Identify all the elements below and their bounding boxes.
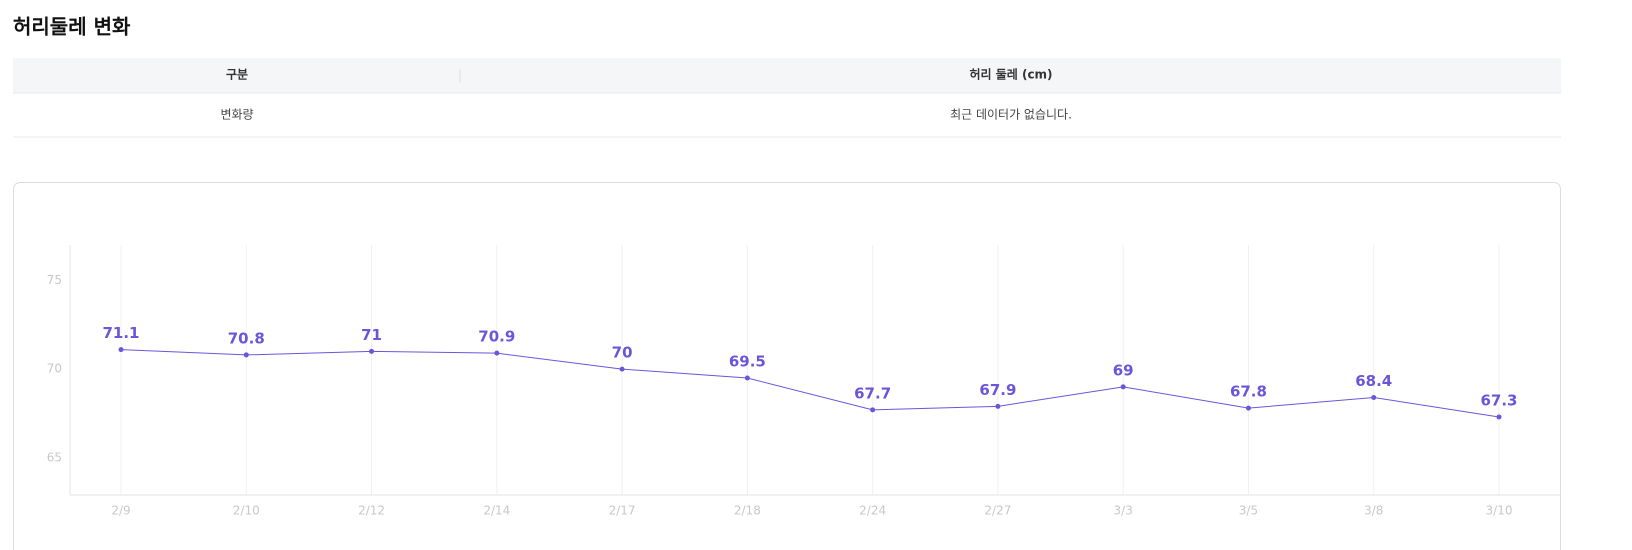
x-tick-label: 2/10: [233, 504, 260, 518]
data-label: 70: [612, 344, 633, 362]
point: [494, 350, 500, 356]
point: [1120, 384, 1126, 390]
data-label: 67.3: [1480, 391, 1517, 409]
point: [744, 375, 750, 381]
y-tick-label: 75: [47, 273, 62, 287]
data-label: 67.7: [854, 384, 891, 402]
line: [120, 349, 1500, 418]
x-tick-label: 3/5: [1239, 504, 1258, 518]
data-label: 69: [1113, 361, 1134, 379]
point: [1371, 394, 1377, 400]
data-label: 70.8: [228, 329, 265, 347]
column-header: 구분: [226, 68, 248, 82]
x-tick-label: 2/12: [358, 504, 385, 518]
section-title: 허리둘레 변화: [13, 15, 131, 39]
x-tick-label: 2/18: [734, 504, 761, 518]
x-tick-label: 2/24: [859, 504, 886, 518]
x-tick-label: 3/3: [1114, 504, 1133, 518]
point: [870, 407, 876, 413]
data-label: 68.4: [1355, 372, 1392, 390]
point: [619, 366, 625, 372]
chart: 65 70 75 2/9 2/10 2/12 2/14 2/17 2/18 2/24 2/27 3/3…: [47, 245, 1561, 518]
point: [1496, 414, 1502, 420]
x-tick-label: 2/17: [609, 504, 636, 518]
point: [995, 403, 1001, 409]
data-label: 67.9: [979, 381, 1016, 399]
data-label: 67.8: [1230, 383, 1267, 401]
y-tick-label: 70: [47, 362, 62, 376]
x-tick-label: 3/10: [1486, 504, 1513, 518]
point: [243, 352, 249, 358]
point: [118, 347, 124, 353]
data-label: 69.5: [729, 352, 766, 370]
point: [1245, 405, 1251, 411]
chart-card: [13, 182, 1561, 550]
data-label: 71.1: [102, 324, 139, 342]
x-tick-label: 3/8: [1364, 504, 1383, 518]
x-tick-label: 2/14: [483, 504, 510, 518]
x-tick-label: 2/9: [111, 504, 130, 518]
x-tick-label: 2/27: [984, 504, 1011, 518]
column-header: 허리 둘레 (cm): [969, 67, 1052, 82]
table-cell: 변화량: [220, 108, 253, 122]
data-label: 71: [361, 326, 382, 344]
data-label: 70.9: [478, 328, 515, 346]
point: [369, 348, 375, 354]
table-cell: 최근 데이터가 없습니다.: [950, 108, 1072, 122]
table-header-bg: [13, 58, 1561, 93]
y-tick-label: 65: [47, 450, 62, 464]
